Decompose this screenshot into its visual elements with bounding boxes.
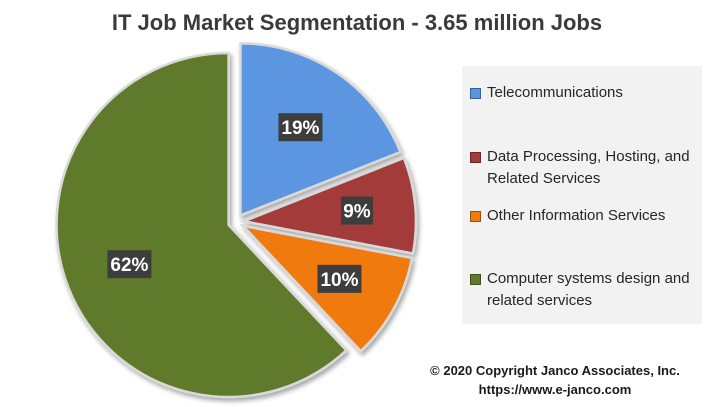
legend-item-other-information: Other Information Services <box>470 205 700 227</box>
legend-label: Telecommunications <box>487 84 623 101</box>
legend-swatch <box>470 152 481 163</box>
legend-swatch <box>470 274 481 285</box>
legend-label: Computer systems design and related serv… <box>487 270 690 309</box>
data-label-box <box>340 196 373 225</box>
copyright-text: © 2020 Copyright Janco Associates, Inc. <box>430 363 680 378</box>
data-label: 10% <box>320 270 358 291</box>
legend-label: Data Processing, Hosting, and Related Se… <box>487 148 690 187</box>
legend-item-data-processing: Data Processing, Hosting, and Related Se… <box>470 146 700 190</box>
legend-item-telecommunications: Telecommunications <box>470 82 700 104</box>
legend-item-computer-systems: Computer systems design and related serv… <box>470 268 700 312</box>
slice-computer-systems <box>55 51 349 399</box>
legend-label: Other Information Services <box>487 207 666 224</box>
chart-title: IT Job Market Segmentation - 3.65 millio… <box>111 10 603 35</box>
legend-swatch <box>470 88 481 99</box>
data-label: 62% <box>110 255 148 276</box>
data-label-box <box>278 113 323 142</box>
legend: Telecommunications Data Processing, Host… <box>462 66 702 324</box>
copyright-notice: © 2020 Copyright Janco Associates, Inc. … <box>420 361 690 399</box>
data-label-box <box>107 250 152 279</box>
slice-data-processing <box>239 156 418 255</box>
website-link[interactable]: https://www.e-janco.com <box>478 382 632 397</box>
data-label-box <box>317 264 362 293</box>
data-label: 19% <box>281 118 319 139</box>
legend-swatch <box>470 211 481 222</box>
data-label: 9% <box>343 202 371 223</box>
